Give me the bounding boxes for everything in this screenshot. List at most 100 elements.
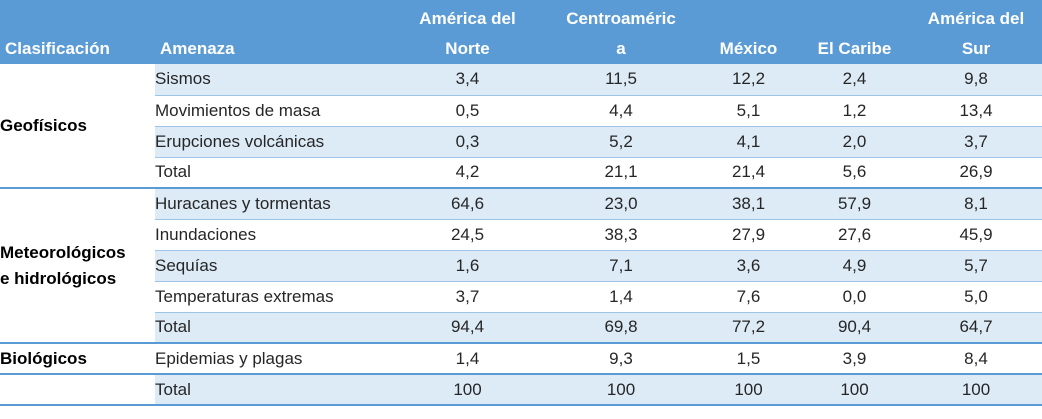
cell-amenaza: Sequías: [155, 250, 391, 282]
cell-amenaza: Total: [155, 312, 391, 344]
cell-america-del-sur: 5,0: [910, 281, 1042, 313]
cell-centroamerica: 5,2: [544, 126, 698, 158]
table-row: Total 4,2 21,1 21,4 5,6 26,9: [0, 157, 1042, 189]
cell-america-del-norte: 1,6: [391, 250, 544, 282]
cell-el-caribe: 0,0: [799, 281, 910, 313]
header-centroamerica-line2: a: [616, 39, 626, 58]
cell-america-del-sur: 3,7: [910, 126, 1042, 158]
header-america-del-sur-line2: Sur: [961, 39, 991, 58]
cell-el-caribe: 4,9: [799, 250, 910, 282]
cell-amenaza: Total: [155, 374, 391, 406]
cell-centroamerica: 38,3: [544, 219, 698, 251]
table-row: Meteorológicos e hidrológicos Huracanes …: [0, 188, 1042, 344]
cell-centroamerica: 21,1: [544, 157, 698, 189]
table-row: Inundaciones 24,5 38,3 27,9 27,6 45,9: [0, 219, 1042, 251]
cell-el-caribe: 57,9: [799, 188, 910, 220]
cell-mexico: 21,4: [698, 157, 799, 189]
cell-america-del-sur: 8,4: [910, 343, 1042, 375]
cell-mexico: 100: [698, 374, 799, 406]
cell-america-del-sur: 64,7: [910, 312, 1042, 344]
table-body: Geofísicos Sismos 3,4 11,5 12,2 2,4 9,8 …: [0, 64, 1042, 406]
header-centroamerica-line1: Centroaméric: [566, 9, 676, 28]
cell-america-del-norte: 24,5: [391, 219, 544, 251]
table-row: Sequías 1,6 7,1 3,6 4,9 5,7: [0, 250, 1042, 282]
group-label-meteorologicos: Meteorológicos e hidrológicos: [0, 188, 155, 344]
header-america-del-sur: América del Sur: [910, 0, 1042, 64]
group-label-meteorologicos-line1: Meteorológicos: [0, 242, 126, 262]
cell-el-caribe: 5,6: [799, 157, 910, 189]
cell-amenaza: Total: [155, 157, 391, 189]
cell-america-del-sur: 5,7: [910, 250, 1042, 282]
header-row: Clasificación Amenaza América del Norte …: [0, 0, 1042, 64]
cell-amenaza: Huracanes y tormentas: [155, 188, 391, 220]
cell-centroamerica: 23,0: [544, 188, 698, 220]
header-el-caribe: El Caribe: [799, 0, 910, 64]
cell-centroamerica: 1,4: [544, 281, 698, 313]
group-label-meteorologicos-line2: e hidrológicos: [0, 268, 117, 288]
header-amenaza: Amenaza: [155, 0, 391, 64]
header-america-del-sur-line1: América del: [927, 9, 1025, 28]
cell-mexico: 1,5: [698, 343, 799, 375]
header-clasificacion: Clasificación: [0, 0, 155, 64]
cell-america-del-norte: 64,6: [391, 188, 544, 220]
table-row: Temperaturas extremas 3,7 1,4 7,6 0,0 5,…: [0, 281, 1042, 313]
table-row: Movimientos de masa 0,5 4,4 5,1 1,2 13,4: [0, 95, 1042, 127]
cell-mexico: 77,2: [698, 312, 799, 344]
cell-el-caribe: 1,2: [799, 95, 910, 127]
cell-amenaza: Sismos: [155, 64, 391, 96]
header-america-del-norte-line2: Norte: [445, 39, 490, 58]
table-row: Total 94,4 69,8 77,2 90,4 64,7: [0, 312, 1042, 344]
cell-mexico: 4,1: [698, 126, 799, 158]
cell-mexico: 38,1: [698, 188, 799, 220]
header-america-del-norte-line1: América del: [419, 9, 516, 28]
cell-amenaza: Erupciones volcánicas: [155, 126, 391, 158]
group-label-empty: [0, 374, 155, 406]
cell-centroamerica: 69,8: [544, 312, 698, 344]
cell-mexico: 12,2: [698, 64, 799, 96]
cell-america-del-sur: 26,9: [910, 157, 1042, 189]
cell-america-del-sur: 8,1: [910, 188, 1042, 220]
cell-mexico: 5,1: [698, 95, 799, 127]
cell-america-del-norte: 100: [391, 374, 544, 406]
group-label-geofisicos: Geofísicos: [0, 64, 155, 189]
cell-america-del-sur: 9,8: [910, 64, 1042, 96]
data-table: Clasificación Amenaza América del Norte …: [0, 0, 1042, 406]
cell-centroamerica: 4,4: [544, 95, 698, 127]
table-row: Biológicos Epidemias y plagas 1,4 9,3 1,…: [0, 343, 1042, 375]
header-mexico: México: [698, 0, 799, 64]
table-row: Total 100 100 100 100 100: [0, 374, 1042, 406]
cell-centroamerica: 11,5: [544, 64, 698, 96]
cell-america-del-sur: 100: [910, 374, 1042, 406]
cell-el-caribe: 3,9: [799, 343, 910, 375]
cell-centroamerica: 100: [544, 374, 698, 406]
cell-america-del-sur: 45,9: [910, 219, 1042, 251]
table-row: Geofísicos Sismos 3,4 11,5 12,2 2,4 9,8: [0, 64, 1042, 189]
cell-el-caribe: 90,4: [799, 312, 910, 344]
cell-el-caribe: 2,4: [799, 64, 910, 96]
cell-america-del-norte: 3,4: [391, 64, 544, 96]
cell-america-del-norte: 4,2: [391, 157, 544, 189]
cell-america-del-sur: 13,4: [910, 95, 1042, 127]
cell-el-caribe: 27,6: [799, 219, 910, 251]
table-row: Erupciones volcánicas 0,3 5,2 4,1 2,0 3,…: [0, 126, 1042, 158]
cell-america-del-norte: 1,4: [391, 343, 544, 375]
header-centroamerica: Centroaméric a: [544, 0, 698, 64]
cell-america-del-norte: 94,4: [391, 312, 544, 344]
cell-amenaza: Epidemias y plagas: [155, 343, 391, 375]
cell-mexico: 3,6: [698, 250, 799, 282]
cell-centroamerica: 9,3: [544, 343, 698, 375]
cell-america-del-norte: 3,7: [391, 281, 544, 313]
table-header: Clasificación Amenaza América del Norte …: [0, 0, 1042, 64]
group-label-biologicos: Biológicos: [0, 343, 155, 375]
cell-amenaza: Temperaturas extremas: [155, 281, 391, 313]
header-america-del-norte: América del Norte: [391, 0, 544, 64]
cell-centroamerica: 7,1: [544, 250, 698, 282]
cell-mexico: 7,6: [698, 281, 799, 313]
cell-america-del-norte: 0,3: [391, 126, 544, 158]
cell-el-caribe: 2,0: [799, 126, 910, 158]
cell-el-caribe: 100: [799, 374, 910, 406]
cell-mexico: 27,9: [698, 219, 799, 251]
cell-amenaza: Inundaciones: [155, 219, 391, 251]
cell-amenaza: Movimientos de masa: [155, 95, 391, 127]
cell-america-del-norte: 0,5: [391, 95, 544, 127]
